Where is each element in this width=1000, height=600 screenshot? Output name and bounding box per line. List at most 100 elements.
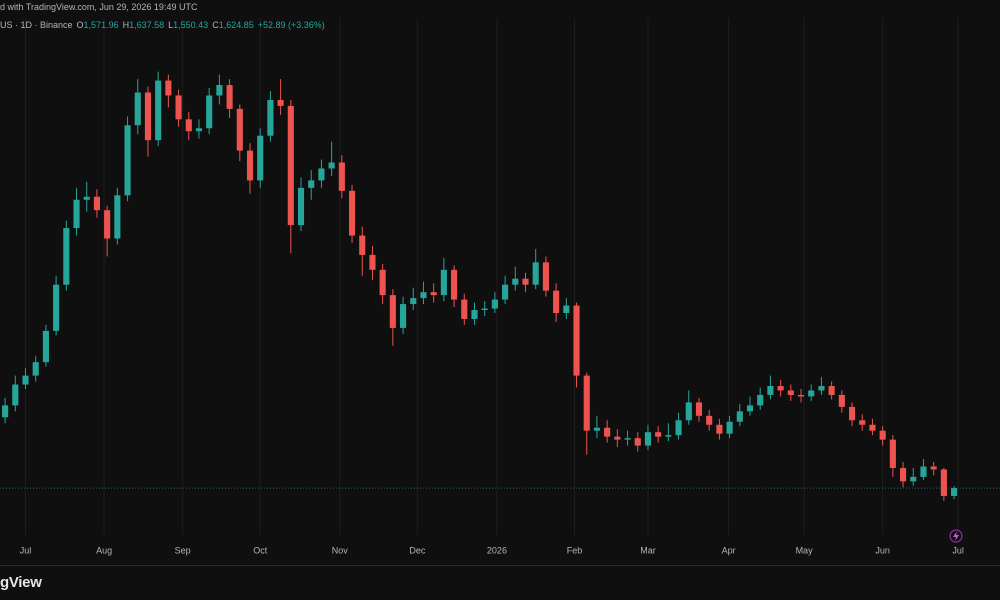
x-tick-label: Dec (409, 545, 426, 555)
candle-body (195, 128, 203, 132)
candle-body (134, 92, 141, 126)
candle-body (675, 420, 682, 436)
candle-body (369, 254, 376, 270)
brand[interactable]: gView (0, 574, 42, 591)
ohlc-item: O1,571.96 (77, 20, 119, 30)
candle-body (951, 488, 958, 496)
candle-body (155, 80, 162, 141)
candle-body (838, 394, 845, 407)
candle-body (246, 150, 254, 181)
candle-body (797, 394, 805, 397)
candle-body (491, 299, 498, 309)
ohlc-item: H1,637.58 (123, 20, 165, 30)
source-text: d with TradingView.com, Jun 29, 2026 19:… (0, 2, 198, 12)
ohlc-value: 1,571.96 (83, 20, 119, 30)
candle-body (226, 85, 233, 109)
chart: Jul Aug Sep Oct Nov Dec 2026 Feb Mar Apr May Jun Jul (0, 0, 1000, 565)
candle-body (318, 168, 325, 181)
candle-body (297, 187, 305, 226)
candle-body (940, 469, 947, 496)
x-tick-label: Sep (175, 545, 191, 555)
candle-body (828, 386, 835, 395)
candle-body (93, 196, 100, 211)
candle-body (808, 390, 815, 397)
ohlc-item: L1,550.43 (168, 20, 208, 30)
candle-body (736, 411, 743, 422)
candle-body (624, 438, 631, 440)
candle-body (818, 386, 825, 391)
x-tick-label: Jul (952, 545, 964, 555)
candle-body (430, 292, 437, 296)
candle-body (104, 210, 111, 239)
candle-body (461, 299, 468, 319)
ohlc-key: C (212, 20, 219, 30)
candle-body (236, 108, 243, 151)
x-tick-label: Apr (722, 545, 736, 555)
candle-body (2, 405, 9, 418)
candle-body (185, 119, 192, 132)
candle-body (532, 262, 539, 285)
ohlc-key: L (168, 20, 174, 30)
candle-body (22, 375, 29, 385)
candle-body (757, 394, 764, 406)
candle-body (848, 406, 856, 421)
candle-body (869, 424, 876, 431)
footer: gView (0, 565, 1000, 600)
ohlc-value: 1,624.85 (218, 20, 254, 30)
candle-body (165, 80, 172, 96)
candle-body (175, 95, 182, 120)
candle-body (83, 196, 90, 200)
candle-body (542, 262, 549, 291)
candle-body (553, 290, 560, 314)
candle-body (522, 278, 529, 285)
candle-body (32, 362, 39, 376)
candle-body (563, 305, 570, 314)
candle-body (512, 278, 519, 285)
candle-body (889, 439, 896, 468)
candle-body (777, 386, 784, 391)
alert-icon[interactable] (949, 529, 963, 543)
change: +52.89 (+3.36%) (257, 20, 325, 30)
ohlc-item: C1,624.85 (212, 20, 254, 30)
candle-body (308, 180, 315, 188)
candle-body (410, 298, 417, 305)
symbol: US · 1D · Binance (0, 20, 73, 30)
symbol-legend: US · 1D · Binance O1,571.96 H1,637.58 L1,5… (0, 20, 325, 30)
x-tick-label: Jul (20, 545, 32, 555)
x-tick-label: Feb (567, 545, 583, 555)
candle-body (573, 305, 580, 376)
x-tick-label: Nov (332, 545, 349, 555)
x-tick-label: 2026 (487, 545, 507, 555)
candle-body (216, 85, 223, 96)
candle-body (481, 308, 488, 311)
candle-body (655, 432, 662, 437)
candle-body (593, 427, 600, 431)
candle-body (420, 292, 427, 299)
candle-body (930, 466, 937, 470)
candle-body (879, 430, 886, 440)
candle-body (144, 92, 152, 141)
chart-background (0, 0, 1000, 565)
candle-body (920, 466, 927, 477)
candle-body (328, 162, 335, 169)
candle-body (400, 304, 407, 328)
x-tick-label: May (796, 545, 814, 555)
x-tick-label: Oct (253, 545, 268, 555)
source-line: d with TradingView.com, Jun 29, 2026 19:… (0, 2, 197, 12)
x-tick-label: Aug (96, 545, 112, 555)
candle-body (614, 436, 621, 440)
candle-body (604, 427, 611, 437)
candle-body (451, 269, 458, 300)
candle-body (859, 420, 866, 425)
candle-body (716, 424, 723, 434)
candle-body (695, 402, 703, 416)
candle-body (471, 310, 478, 319)
candle-body (63, 228, 70, 285)
candle-body (726, 421, 733, 434)
candle-body (665, 435, 672, 437)
candle-body (787, 390, 794, 395)
candle-body (900, 467, 907, 482)
candle-body (287, 105, 294, 226)
candle-body (389, 295, 396, 328)
